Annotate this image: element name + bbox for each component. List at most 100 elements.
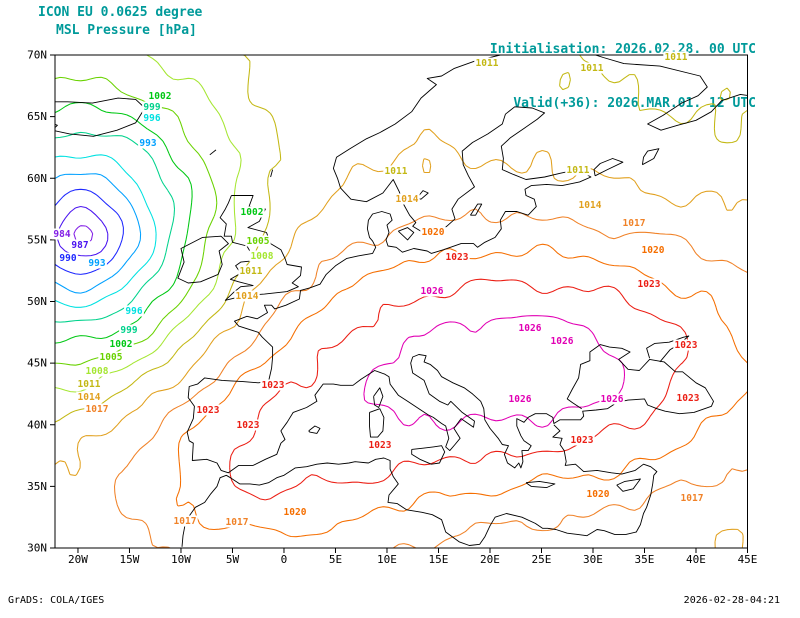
coastline — [186, 55, 714, 474]
contour-label: 1011 — [567, 165, 590, 176]
contour-label-mask — [579, 62, 605, 74]
coastline — [209, 149, 217, 156]
lon-label: 35E — [635, 553, 655, 566]
contour-label-mask — [142, 112, 162, 124]
contour-label-mask — [224, 516, 250, 528]
contour-label: 1005 — [100, 352, 123, 363]
contour-label-mask — [621, 217, 647, 229]
contour-label-mask — [260, 379, 286, 391]
contour-label: 1023 — [675, 340, 698, 351]
contour-label: 1023 — [638, 279, 661, 290]
contour-label: 996 — [125, 306, 142, 317]
coastline — [177, 235, 229, 284]
lon-label: 20W — [68, 553, 88, 566]
contour-label: 1008 — [86, 366, 109, 377]
coastline — [411, 445, 446, 465]
lat-label: 30N — [27, 542, 47, 555]
contour-label-mask — [565, 164, 591, 176]
contour-label-mask — [367, 439, 393, 451]
lon-label: 30E — [583, 553, 603, 566]
contour-label-mask — [640, 244, 666, 256]
contour-label-mask — [239, 206, 265, 218]
contour-label: 1023 — [197, 405, 220, 416]
contour-label: 1026 — [421, 286, 444, 297]
isobar-993 — [55, 173, 142, 294]
contour-label-mask — [84, 365, 110, 377]
contour-label: 1023 — [446, 252, 469, 263]
contour-label: 1017 — [623, 218, 646, 229]
contour-label-mask — [282, 506, 308, 518]
contour-label-mask — [419, 285, 445, 297]
contour-label: 984 — [53, 229, 70, 240]
grads-credit: GrADS: COLA/IGES — [8, 595, 105, 606]
contour-label: 1002 — [149, 91, 172, 102]
contour-label: 1002 — [110, 339, 133, 350]
run-info: Initialisation: 2026.02.28. 00 UTC Valid… — [490, 5, 756, 149]
contour-label-mask — [147, 90, 173, 102]
lon-label: 15E — [429, 553, 449, 566]
contour-label: 1023 — [571, 435, 594, 446]
contour-label-mask — [84, 403, 110, 415]
contour-label: 1002 — [241, 207, 264, 218]
coastline — [616, 478, 641, 492]
contour-label: 1014 — [579, 200, 602, 211]
coastline — [594, 55, 748, 131]
coastline — [369, 408, 385, 438]
lon-label: 15W — [120, 553, 140, 566]
contour-label: 1020 — [422, 227, 445, 238]
contour-label: 1014 — [78, 392, 101, 403]
lat-label: 55N — [27, 233, 47, 246]
isobar-1020 — [175, 243, 748, 538]
contour-label-mask — [507, 393, 533, 405]
lat-label: 50N — [27, 295, 47, 308]
lon-label: 40E — [686, 553, 706, 566]
contour-label-mask — [70, 239, 90, 251]
contour-label: 1026 — [551, 336, 574, 347]
contour-label-mask — [249, 250, 275, 262]
coastline — [55, 97, 146, 137]
lat-label: 35N — [27, 480, 47, 493]
contour-label: 1014 — [236, 291, 259, 302]
lon-label: 10W — [171, 553, 191, 566]
contour-label: 1020 — [284, 507, 307, 518]
contour-label-mask — [195, 404, 221, 416]
isobar-1017 — [113, 208, 748, 548]
contour-label-mask — [673, 339, 699, 351]
valid-time: Valid(+36): 2026.MAR.01. 12 UTC — [513, 96, 756, 111]
contour-label-mask — [119, 324, 139, 336]
contour-label: 1017 — [86, 404, 109, 415]
contour-label-mask — [238, 265, 264, 277]
coastline — [308, 425, 321, 434]
contour-label: 1023 — [262, 380, 285, 391]
contour-label-mask — [474, 57, 500, 69]
lat-label: 60N — [27, 172, 47, 185]
contour-label-mask — [235, 419, 261, 431]
contour-label-mask — [517, 322, 543, 334]
contour-label-mask — [569, 434, 595, 446]
contour-label: 993 — [88, 258, 105, 269]
lon-label: 0 — [281, 553, 288, 566]
contour-label: 1011 — [240, 266, 263, 277]
contour-label: 1011 — [385, 166, 408, 177]
isobar-996 — [55, 154, 157, 308]
contour-label-mask — [636, 278, 662, 290]
coastline — [641, 148, 660, 166]
contour-label: 1017 — [174, 516, 197, 527]
contour-label-mask — [577, 199, 603, 211]
lat-label: 65N — [27, 110, 47, 123]
contour-label-mask — [585, 488, 611, 500]
lon-label: 20E — [480, 553, 500, 566]
contour-label-mask — [58, 252, 78, 264]
lon-label: 10E — [377, 553, 397, 566]
contour-label-mask — [98, 351, 124, 363]
contour-label-mask — [599, 393, 625, 405]
contour-label-mask — [234, 290, 260, 302]
contour-label-mask — [76, 378, 102, 390]
coastline — [181, 424, 658, 547]
isobar-contours — [55, 55, 748, 548]
contour-label: 1026 — [601, 394, 624, 405]
lat-label: 70N — [27, 49, 47, 62]
contour-label: 993 — [139, 138, 156, 149]
